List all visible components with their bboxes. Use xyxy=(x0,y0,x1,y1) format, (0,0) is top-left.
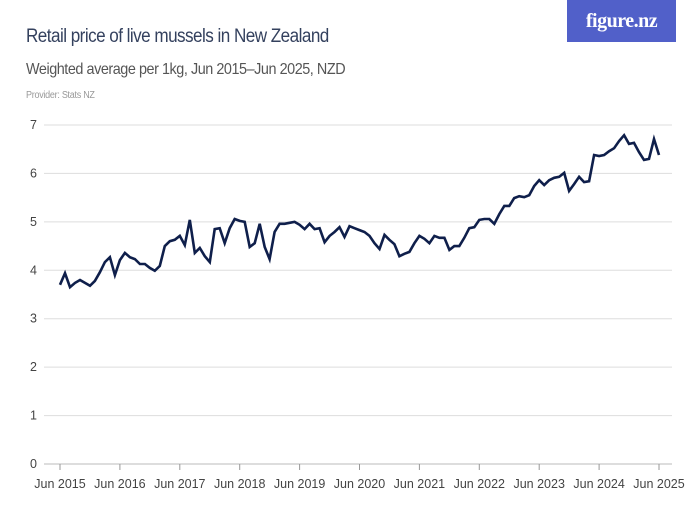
x-tick-label: Jun 2015 xyxy=(34,477,85,491)
x-tick-label: Jun 2019 xyxy=(274,477,325,491)
x-tick-label: Jun 2017 xyxy=(154,477,205,491)
provider-label: Provider: Stats NZ xyxy=(26,90,95,101)
x-tick-label: Jun 2018 xyxy=(214,477,265,491)
x-tick-label: Jun 2024 xyxy=(573,477,624,491)
x-tick-label: Jun 2025 xyxy=(633,477,684,491)
x-tick-label: Jun 2021 xyxy=(394,477,445,491)
x-tick-label: Jun 2023 xyxy=(513,477,564,491)
figure-nz-logo[interactable]: figure.nz xyxy=(567,0,676,42)
chart-title: Retail price of live mussels in New Zeal… xyxy=(26,26,329,47)
y-tick-label: 2 xyxy=(30,360,37,374)
y-tick-label: 1 xyxy=(30,409,37,423)
y-tick-label: 4 xyxy=(30,263,37,277)
y-tick-label: 6 xyxy=(30,166,37,180)
y-tick-label: 5 xyxy=(30,215,37,229)
price-series-line xyxy=(58,132,661,290)
x-tick-label: Jun 2020 xyxy=(334,477,385,491)
x-tick-label: Jun 2016 xyxy=(94,477,145,491)
x-tick-label: Jun 2022 xyxy=(454,477,505,491)
y-tick-label: 7 xyxy=(30,118,37,132)
chart-subtitle: Weighted average per 1kg, Jun 2015–Jun 2… xyxy=(26,61,346,78)
y-tick-label: 3 xyxy=(30,312,37,326)
y-tick-label: 0 xyxy=(30,457,37,471)
